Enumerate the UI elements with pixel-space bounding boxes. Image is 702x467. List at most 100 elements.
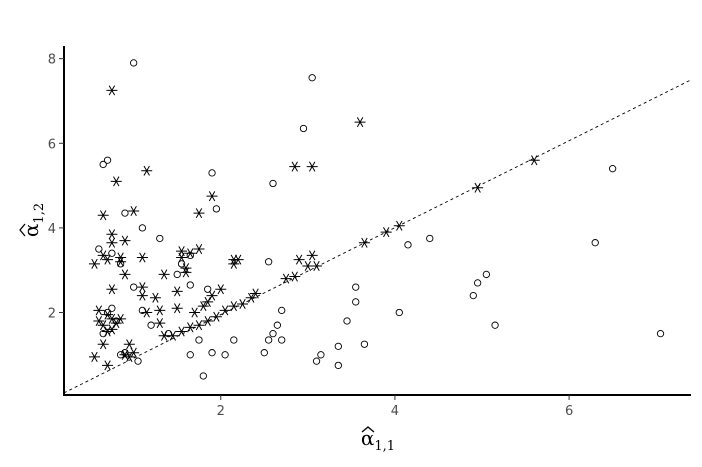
- y-tick-label: 8: [48, 53, 56, 68]
- data-point-circle: [204, 285, 212, 293]
- data-point-circle: [264, 336, 273, 344]
- data-point-circle: [177, 260, 186, 268]
- x-tick-label: 4: [391, 404, 399, 419]
- data-point-asterisk: [206, 290, 218, 301]
- x-tick-label: 2: [217, 404, 225, 419]
- data-point-asterisk: [141, 165, 153, 176]
- data-point-circle: [469, 291, 477, 300]
- x-tick-label: 6: [565, 404, 573, 419]
- data-point-circle: [482, 270, 491, 279]
- data-point-circle: [269, 179, 277, 188]
- data-point-circle: [186, 351, 194, 359]
- data-point-circle: [147, 321, 155, 329]
- data-point-asterisk: [193, 244, 205, 255]
- data-point-asterisk: [110, 318, 122, 329]
- data-point-asterisk: [167, 330, 179, 341]
- data-point-asterisk: [215, 284, 227, 295]
- data-point-circle: [352, 298, 360, 306]
- y-axis-symbol: α: [19, 224, 43, 238]
- x-axis-subscript: 1,1: [374, 439, 395, 454]
- y-axis-title: α1,2: [19, 203, 47, 237]
- data-point-asterisk: [102, 254, 114, 265]
- data-point-circle: [278, 306, 286, 315]
- data-point-circle: [108, 249, 116, 257]
- reference-line: [63, 79, 692, 394]
- data-point-asterisk: [380, 227, 392, 238]
- data-point-circle: [491, 321, 499, 329]
- data-point-asterisk: [102, 309, 114, 320]
- data-point-asterisk: [193, 208, 205, 219]
- data-point-circle: [473, 279, 482, 287]
- data-point-asterisk: [141, 307, 153, 318]
- data-point-asterisk: [97, 250, 109, 261]
- data-point-circle: [186, 281, 194, 289]
- data-point-circle: [108, 304, 116, 312]
- data-point-circle: [264, 258, 273, 266]
- data-point-asterisk: [193, 320, 205, 331]
- points-layer: [88, 59, 665, 380]
- data-point-asterisk: [245, 292, 257, 303]
- data-point-asterisk: [119, 269, 131, 280]
- data-point-circle: [591, 239, 599, 247]
- data-point-asterisk: [197, 301, 209, 312]
- data-point-asterisk: [228, 258, 240, 269]
- y-ticks: 2 4 6 8: [48, 53, 64, 322]
- data-point-circle: [208, 169, 216, 177]
- data-point-asterisk: [158, 269, 170, 280]
- data-point-circle: [260, 349, 268, 357]
- data-point-asterisk: [311, 260, 323, 271]
- data-point-asterisk: [128, 205, 140, 216]
- data-point-circle: [395, 308, 403, 317]
- data-point-circle: [95, 245, 103, 253]
- data-point-circle: [343, 317, 351, 325]
- data-point-circle: [221, 351, 229, 359]
- data-point-asterisk: [102, 326, 114, 337]
- data-point-asterisk: [136, 282, 148, 293]
- data-point-asterisk: [110, 176, 122, 187]
- data-point-asterisk: [171, 303, 183, 314]
- data-point-asterisk: [354, 117, 366, 128]
- data-point-asterisk: [88, 258, 100, 269]
- data-point-asterisk: [123, 339, 135, 350]
- data-point-asterisk: [306, 250, 318, 261]
- data-point-asterisk: [93, 315, 105, 326]
- data-point-circle: [138, 224, 147, 232]
- data-point-asterisk: [88, 351, 100, 362]
- data-point-circle: [334, 361, 342, 370]
- svg-text:α1,2: α1,2: [19, 203, 47, 237]
- data-point-asterisk: [136, 252, 148, 263]
- data-point-circle: [608, 165, 617, 173]
- data-point-asterisk: [237, 299, 249, 310]
- data-point-asterisk: [176, 246, 188, 257]
- data-point-circle: [212, 205, 221, 213]
- data-point-asterisk: [97, 339, 109, 350]
- data-point-asterisk: [202, 296, 214, 307]
- y-tick-label: 6: [48, 137, 56, 152]
- data-point-circle: [426, 234, 434, 243]
- data-point-asterisk: [106, 237, 118, 248]
- data-point-circle: [269, 330, 277, 338]
- data-point-asterisk: [115, 252, 127, 263]
- data-point-asterisk: [149, 292, 161, 303]
- data-point-asterisk: [528, 155, 540, 166]
- data-point-circle: [360, 340, 369, 348]
- data-point-asterisk: [119, 235, 131, 246]
- data-point-circle: [230, 336, 238, 344]
- data-point-asterisk: [106, 229, 118, 240]
- data-point-asterisk: [289, 161, 301, 172]
- data-point-asterisk: [180, 263, 192, 274]
- y-axis-hat-icon: [19, 223, 26, 237]
- data-point-asterisk: [93, 305, 105, 316]
- data-point-circle: [103, 156, 112, 164]
- data-point-asterisk: [219, 305, 231, 316]
- data-point-asterisk: [280, 273, 292, 284]
- reference-line-layer: [63, 79, 692, 394]
- series-asterisk: [88, 85, 540, 371]
- data-point-asterisk: [128, 347, 140, 358]
- data-point-circle: [156, 234, 164, 243]
- data-point-circle: [116, 260, 125, 268]
- data-point-asterisk: [306, 161, 318, 172]
- data-point-asterisk: [115, 256, 127, 267]
- x-ticks: 2 4 6: [217, 395, 573, 419]
- data-point-circle: [195, 336, 203, 344]
